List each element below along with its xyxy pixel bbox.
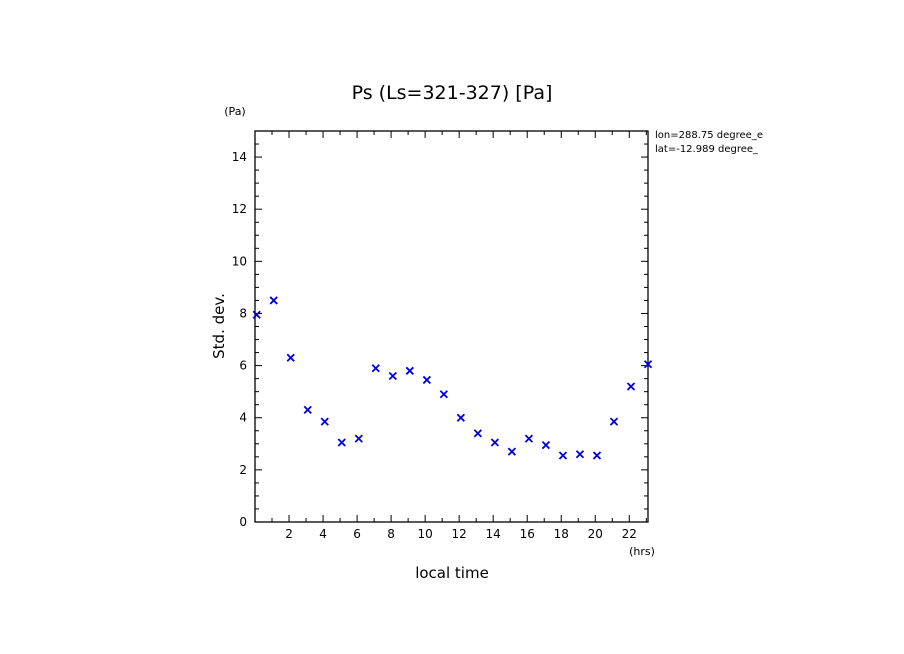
x-tick-label: 4 <box>319 527 327 541</box>
data-points <box>252 296 653 460</box>
data-point <box>524 434 534 443</box>
x-tick-label: 2 <box>285 527 293 541</box>
data-point <box>303 405 312 415</box>
y-tick-label: 8 <box>239 306 247 320</box>
axis-ticks: 0 2 4 6 8 10 12 14 2 4 6 8 10 12 14 16 18 20 22 <box>232 130 648 541</box>
x-axis-title: local time <box>415 564 489 582</box>
data-point <box>405 366 414 375</box>
x-tick-label: 20 <box>588 527 603 541</box>
x-tick-label: 22 <box>622 527 637 541</box>
lon-annotation: lon=288.75 degree_e <box>655 130 763 141</box>
x-tick-label: 14 <box>486 527 501 541</box>
data-point <box>643 360 653 369</box>
data-point <box>592 451 602 460</box>
y-tick-label: 12 <box>232 202 247 216</box>
data-point <box>320 417 329 426</box>
x-tick-label: 10 <box>417 527 432 541</box>
y-tick-label: 14 <box>232 150 247 164</box>
y-tick-label: 10 <box>232 254 247 268</box>
data-point <box>558 451 568 460</box>
y-tick-label: 4 <box>239 411 247 425</box>
x-tick-label: 6 <box>353 527 361 541</box>
y-unit-label: (Pa) <box>224 105 245 118</box>
y-tick-label: 2 <box>239 463 247 477</box>
data-point <box>422 375 431 385</box>
data-point <box>286 353 295 362</box>
data-point <box>541 440 551 450</box>
data-point <box>252 310 261 319</box>
data-point <box>507 447 517 456</box>
data-point <box>575 450 585 459</box>
data-point <box>456 413 465 422</box>
chart-title: Ps (Ls=321-327) [Pa] <box>352 82 553 104</box>
data-point <box>439 390 448 399</box>
x-tick-label: 12 <box>452 527 467 541</box>
x-tick-label: 18 <box>554 527 569 541</box>
data-point <box>473 429 483 438</box>
data-point <box>609 417 619 426</box>
x-tick-label: 8 <box>387 527 395 541</box>
data-point <box>490 438 500 447</box>
y-axis-title: Std. dev. <box>210 293 228 359</box>
plot-frame <box>254 130 649 523</box>
x-unit-label: (hrs) <box>629 545 655 558</box>
data-point <box>269 296 278 305</box>
x-tick-label: 16 <box>520 527 535 541</box>
data-point <box>354 434 363 443</box>
data-point <box>626 382 636 391</box>
y-tick-label: 0 <box>239 515 247 529</box>
lat-annotation: lat=-12.989 degree_ <box>655 144 759 155</box>
data-point <box>337 438 346 447</box>
data-point <box>371 364 380 373</box>
y-tick-label: 6 <box>239 359 247 373</box>
data-point <box>388 371 397 381</box>
